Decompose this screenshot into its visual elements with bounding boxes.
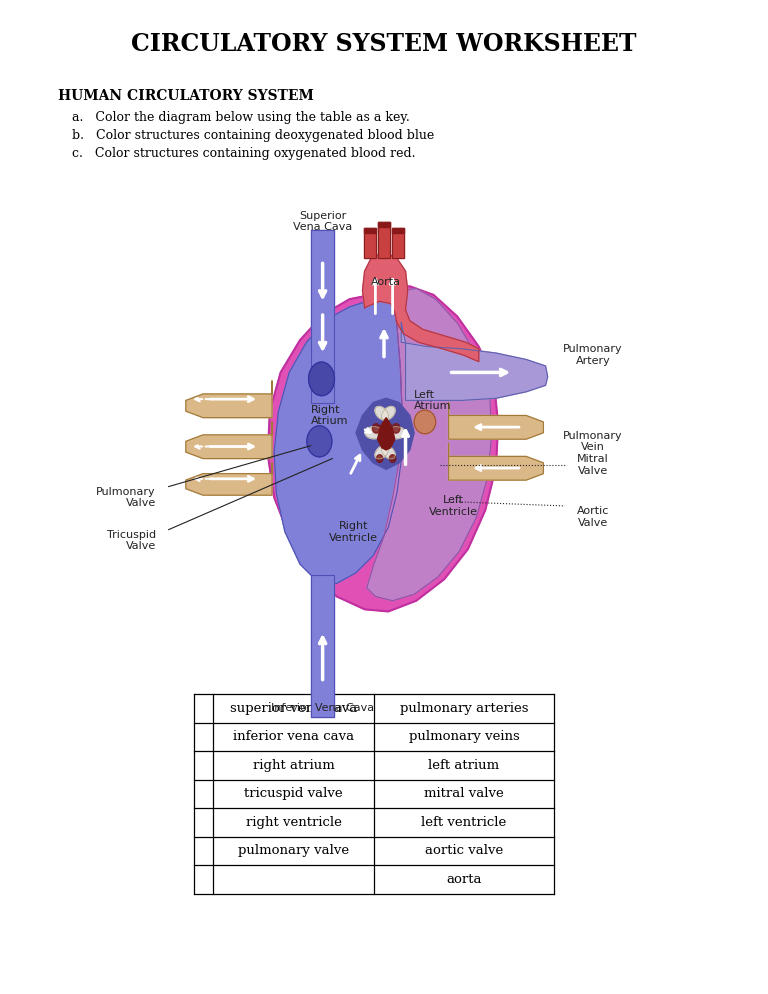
Ellipse shape bbox=[382, 407, 396, 420]
Text: mitral valve: mitral valve bbox=[424, 787, 504, 800]
Text: left atrium: left atrium bbox=[429, 758, 499, 771]
Bar bbox=[392, 229, 404, 234]
Ellipse shape bbox=[375, 445, 389, 459]
Ellipse shape bbox=[375, 407, 389, 420]
Text: tricuspid valve: tricuspid valve bbox=[244, 787, 343, 800]
Text: a.   Color the diagram below using the table as a key.: a. Color the diagram below using the tab… bbox=[72, 111, 410, 124]
Polygon shape bbox=[186, 463, 272, 495]
Text: Superior
Vena Cava: Superior Vena Cava bbox=[293, 211, 353, 233]
Text: Inferior Vena Cava: Inferior Vena Cava bbox=[271, 704, 374, 714]
Bar bbox=[378, 222, 390, 258]
Polygon shape bbox=[449, 403, 544, 439]
Polygon shape bbox=[311, 575, 335, 717]
Text: aorta: aorta bbox=[446, 873, 482, 886]
Text: Mitral
Valve: Mitral Valve bbox=[577, 454, 609, 476]
Text: c.   Color structures containing oxygenated blood red.: c. Color structures containing oxygenate… bbox=[72, 147, 415, 160]
Ellipse shape bbox=[392, 423, 400, 433]
Text: aortic valve: aortic valve bbox=[425, 844, 503, 857]
Text: Right
Atrium: Right Atrium bbox=[311, 405, 348, 426]
Text: pulmonary veins: pulmonary veins bbox=[409, 731, 519, 744]
Polygon shape bbox=[274, 290, 402, 583]
Text: Aorta: Aorta bbox=[371, 277, 401, 287]
Text: pulmonary valve: pulmonary valve bbox=[238, 844, 349, 857]
Text: right atrium: right atrium bbox=[253, 758, 334, 771]
Text: HUMAN CIRCULATORY SYSTEM: HUMAN CIRCULATORY SYSTEM bbox=[58, 89, 314, 103]
Text: b.   Color structures containing deoxygenated blood blue: b. Color structures containing deoxygena… bbox=[72, 129, 434, 142]
Polygon shape bbox=[186, 381, 272, 417]
Polygon shape bbox=[311, 231, 335, 403]
Text: Pulmonary
Valve: Pulmonary Valve bbox=[96, 486, 156, 508]
Ellipse shape bbox=[372, 423, 380, 433]
Text: CIRCULATORY SYSTEM WORKSHEET: CIRCULATORY SYSTEM WORKSHEET bbox=[131, 32, 637, 56]
Ellipse shape bbox=[387, 426, 405, 438]
Polygon shape bbox=[401, 323, 548, 401]
Bar bbox=[364, 229, 376, 258]
Bar bbox=[364, 229, 376, 234]
Polygon shape bbox=[378, 417, 395, 450]
Polygon shape bbox=[356, 399, 414, 469]
Text: Tricuspid
Valve: Tricuspid Valve bbox=[107, 530, 156, 552]
Bar bbox=[392, 229, 404, 258]
Text: superior vena cava: superior vena cava bbox=[230, 702, 357, 715]
Bar bbox=[378, 222, 390, 258]
Text: Pulmonary
Artery: Pulmonary Artery bbox=[563, 344, 623, 366]
Bar bbox=[392, 229, 404, 258]
Polygon shape bbox=[367, 288, 492, 600]
Polygon shape bbox=[268, 286, 498, 611]
Polygon shape bbox=[186, 421, 272, 458]
Text: pulmonary arteries: pulmonary arteries bbox=[400, 702, 528, 715]
Text: left ventricle: left ventricle bbox=[422, 816, 507, 829]
Ellipse shape bbox=[389, 454, 396, 462]
Ellipse shape bbox=[414, 411, 435, 433]
Ellipse shape bbox=[365, 426, 383, 438]
Bar bbox=[378, 222, 390, 227]
Ellipse shape bbox=[382, 445, 396, 459]
Text: Left
Ventricle: Left Ventricle bbox=[429, 495, 478, 517]
Text: inferior vena cava: inferior vena cava bbox=[233, 731, 354, 744]
Text: Aortic
Valve: Aortic Valve bbox=[577, 506, 609, 528]
Text: right ventricle: right ventricle bbox=[246, 816, 342, 829]
Bar bbox=[364, 229, 376, 258]
Ellipse shape bbox=[309, 362, 335, 396]
Ellipse shape bbox=[376, 454, 383, 462]
Polygon shape bbox=[362, 251, 478, 362]
Ellipse shape bbox=[307, 425, 332, 457]
Text: Left
Atrium: Left Atrium bbox=[414, 390, 452, 412]
Text: Right
Ventricle: Right Ventricle bbox=[329, 521, 379, 543]
Polygon shape bbox=[449, 443, 544, 480]
Text: Pulmonary
Vein: Pulmonary Vein bbox=[563, 430, 623, 452]
